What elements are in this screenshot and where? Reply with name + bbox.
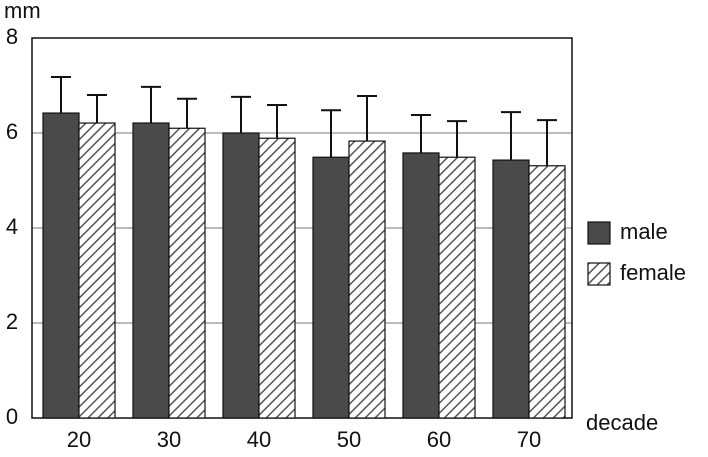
bar [348, 140, 386, 419]
y-axis-label: mm [4, 0, 41, 23]
y-tick-label: 8 [6, 24, 18, 49]
x-tick-label: 30 [157, 427, 181, 452]
bar [312, 156, 350, 419]
x-axis-label: decade [586, 410, 658, 435]
bar [78, 122, 116, 419]
y-tick-label: 2 [6, 309, 18, 334]
x-tick-label: 40 [247, 427, 271, 452]
legend-swatch [587, 262, 611, 286]
legend-label: female [620, 260, 686, 285]
bar [168, 127, 206, 419]
plot-border [31, 37, 573, 419]
y-tick-label: 4 [6, 214, 18, 239]
bar [438, 156, 476, 419]
y-tick-label: 0 [6, 404, 18, 429]
legend-swatch [587, 221, 611, 245]
x-tick-label: 60 [427, 427, 451, 452]
bar [492, 159, 530, 419]
bar [402, 152, 440, 419]
x-tick-label: 20 [67, 427, 91, 452]
bar [528, 165, 566, 419]
y-tick-label: 6 [6, 119, 18, 144]
x-tick-label: 50 [337, 427, 361, 452]
bar [132, 122, 170, 419]
bar [258, 137, 296, 419]
legend-label: male [620, 219, 668, 244]
bar [222, 132, 260, 419]
bar [42, 112, 80, 419]
x-tick-label: 70 [517, 427, 541, 452]
